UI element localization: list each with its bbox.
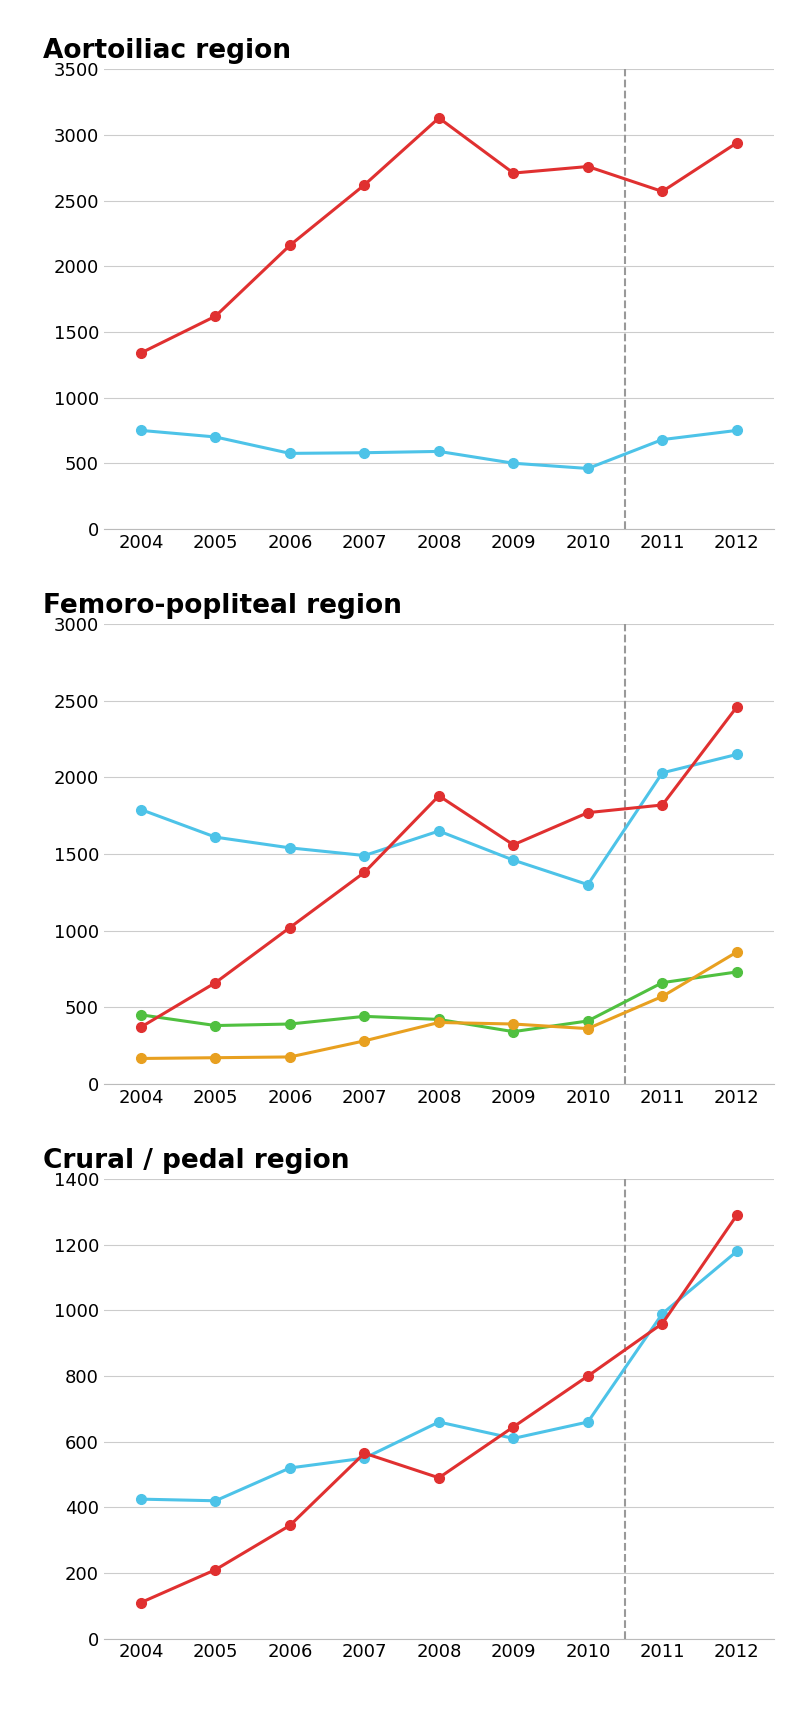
FPAK bypass <box>508 850 518 870</box>
Distal bypass <box>136 1490 146 1510</box>
SFA EVT <box>211 973 220 994</box>
Legend: Ao-F bypass, Iliac EVT: Ao-F bypass, Iliac EVT <box>274 640 604 671</box>
FPAK bypass <box>285 838 294 858</box>
Iliac EVT <box>285 234 294 255</box>
FPAK bypass <box>732 744 741 765</box>
FPBK bypass <box>583 1011 593 1032</box>
FPAK bypass <box>583 874 593 895</box>
FPAK bypass <box>434 820 444 841</box>
FPAK bypass <box>658 763 667 784</box>
Iliac EVT <box>658 180 667 201</box>
Distal bypass <box>658 1304 667 1325</box>
Ao-F bypass <box>211 427 220 447</box>
Distal bypass <box>583 1411 593 1432</box>
Ao-F bypass <box>732 420 741 440</box>
Iliac EVT <box>211 305 220 326</box>
FPBK bypass <box>658 973 667 994</box>
Line: SFA EVT: SFA EVT <box>136 702 741 1032</box>
Ao-F bypass <box>360 442 369 463</box>
BK EVT <box>583 1366 593 1387</box>
FPAK bypass <box>360 844 369 865</box>
Distal bypass <box>285 1458 294 1479</box>
Ao-F bypass <box>285 442 294 463</box>
Legend: FPAK bypass, FPBK bypass, SFA EVT, EA: FPAK bypass, FPBK bypass, SFA EVT, EA <box>128 1195 749 1226</box>
Distal bypass <box>211 1490 220 1510</box>
SFA EVT <box>583 803 593 824</box>
EA <box>583 1018 593 1039</box>
Distal bypass <box>434 1411 444 1432</box>
Iliac EVT <box>434 108 444 128</box>
Iliac EVT <box>732 132 741 153</box>
Line: FPBK bypass: FPBK bypass <box>136 968 741 1037</box>
BK EVT <box>658 1313 667 1333</box>
Text: Aortoiliac region: Aortoiliac region <box>43 38 291 64</box>
EA <box>211 1047 220 1068</box>
Iliac EVT <box>360 175 369 196</box>
EA <box>434 1013 444 1033</box>
EA <box>136 1047 146 1068</box>
Ao-F bypass <box>434 440 444 461</box>
Iliac EVT <box>583 156 593 177</box>
SFA EVT <box>136 1016 146 1037</box>
Distal bypass <box>360 1448 369 1469</box>
Ao-F bypass <box>136 420 146 440</box>
SFA EVT <box>732 697 741 718</box>
FPAK bypass <box>136 799 146 820</box>
Text: Femoro-popliteal region: Femoro-popliteal region <box>43 593 402 619</box>
SFA EVT <box>434 786 444 806</box>
FPAK bypass <box>211 827 220 848</box>
FPBK bypass <box>434 1009 444 1030</box>
FPBK bypass <box>285 1014 294 1035</box>
FPBK bypass <box>508 1021 518 1042</box>
SFA EVT <box>360 862 369 883</box>
FPBK bypass <box>136 1004 146 1025</box>
Iliac EVT <box>508 163 518 184</box>
FPBK bypass <box>211 1014 220 1035</box>
BK EVT <box>732 1205 741 1226</box>
SFA EVT <box>508 834 518 855</box>
BK EVT <box>360 1443 369 1463</box>
EA <box>508 1014 518 1035</box>
Iliac EVT <box>136 343 146 364</box>
FPBK bypass <box>732 962 741 983</box>
Line: EA: EA <box>136 947 741 1063</box>
Distal bypass <box>508 1429 518 1450</box>
Line: Iliac EVT: Iliac EVT <box>136 113 741 357</box>
SFA EVT <box>285 917 294 938</box>
BK EVT <box>285 1516 294 1536</box>
Ao-F bypass <box>658 430 667 451</box>
Line: BK EVT: BK EVT <box>136 1210 741 1607</box>
EA <box>360 1030 369 1051</box>
Ao-F bypass <box>583 458 593 479</box>
EA <box>658 987 667 1007</box>
BK EVT <box>211 1559 220 1580</box>
SFA EVT <box>658 794 667 815</box>
EA <box>732 942 741 962</box>
BK EVT <box>434 1467 444 1488</box>
Line: FPAK bypass: FPAK bypass <box>136 749 741 890</box>
Text: Crural / pedal region: Crural / pedal region <box>43 1148 350 1174</box>
Ao-F bypass <box>508 453 518 473</box>
BK EVT <box>136 1592 146 1613</box>
FPBK bypass <box>360 1006 369 1027</box>
Line: Distal bypass: Distal bypass <box>136 1247 741 1505</box>
Distal bypass <box>732 1242 741 1262</box>
BK EVT <box>508 1417 518 1437</box>
Line: Ao-F bypass: Ao-F bypass <box>136 425 741 473</box>
EA <box>285 1047 294 1068</box>
